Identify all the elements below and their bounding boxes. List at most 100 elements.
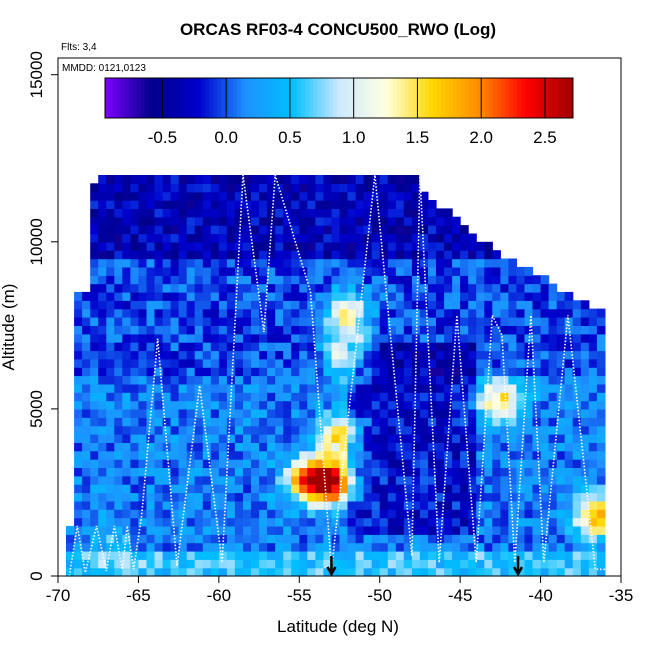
heatmap-cell — [371, 534, 381, 544]
heatmap-cell — [259, 266, 268, 276]
heatmap-cell — [395, 342, 405, 352]
heatmap-cell — [540, 425, 550, 435]
heatmap-cell — [299, 517, 308, 527]
heatmap-cell — [218, 225, 228, 235]
heatmap-cell — [299, 450, 308, 460]
heatmap-cell — [122, 317, 131, 326]
heatmap-cell — [210, 509, 220, 519]
heatmap-cell — [516, 550, 525, 560]
heatmap-cell — [162, 517, 172, 527]
heatmap-cell — [114, 492, 123, 502]
heatmap-cell — [243, 550, 252, 560]
heatmap-cell — [146, 258, 156, 268]
heatmap-cell — [492, 450, 501, 460]
heatmap-cell — [130, 175, 139, 184]
heatmap-cell — [379, 375, 389, 385]
heatmap-cell — [291, 375, 300, 385]
heatmap-cell — [484, 400, 493, 410]
heatmap-cell — [363, 291, 373, 301]
heatmap-cell — [130, 191, 139, 201]
heatmap-cell — [395, 317, 405, 326]
heatmap-cell — [444, 367, 453, 377]
heatmap-cell — [395, 216, 405, 226]
heatmap-cell — [291, 358, 300, 368]
heatmap-cell — [186, 425, 196, 435]
heatmap-cell — [387, 266, 397, 276]
heatmap-cell — [331, 191, 341, 201]
heatmap-cell — [444, 400, 453, 410]
heatmap-cell — [315, 258, 324, 268]
heatmap-cell — [508, 417, 517, 427]
heatmap-cell — [291, 559, 300, 569]
colorbar-segment — [409, 78, 414, 118]
heatmap-cell — [339, 442, 349, 452]
heatmap-cell — [234, 350, 244, 360]
heatmap-cell — [347, 225, 357, 235]
heatmap-cell — [90, 250, 99, 260]
heatmap-cell — [178, 275, 188, 285]
heatmap-cell — [596, 550, 606, 560]
heatmap-cell — [194, 459, 204, 468]
heatmap-cell — [508, 484, 517, 494]
heatmap-cell — [251, 358, 260, 368]
x-tick-label: -65 — [126, 586, 151, 605]
heatmap-cell — [218, 475, 228, 485]
heatmap-cell — [146, 208, 156, 218]
heatmap-cell — [130, 400, 139, 410]
heatmap-cell — [596, 308, 606, 318]
heatmap-cell — [114, 367, 123, 377]
heatmap-cell — [580, 559, 590, 569]
heatmap-cell — [146, 525, 156, 535]
heatmap-cell — [138, 225, 147, 235]
heatmap-cell — [210, 308, 220, 318]
heatmap-cell — [178, 400, 188, 410]
heatmap-cell — [572, 492, 582, 502]
heatmap-cell — [419, 492, 429, 502]
heatmap-cell — [564, 425, 574, 435]
heatmap-cell — [82, 342, 91, 352]
heatmap-cell — [74, 492, 83, 502]
heatmap-cell — [170, 283, 180, 293]
heatmap-cell — [114, 308, 123, 318]
heatmap-cell — [194, 283, 204, 293]
heatmap-cell — [138, 509, 147, 519]
heatmap-cell — [323, 350, 332, 360]
heatmap-cell — [130, 183, 139, 193]
heatmap-cell — [122, 408, 131, 418]
heatmap-cell — [186, 342, 196, 352]
heatmap-cell — [524, 392, 534, 402]
heatmap-cell — [508, 325, 517, 335]
heatmap-cell — [194, 542, 204, 552]
heatmap-cell — [226, 225, 236, 235]
heatmap-cell — [548, 325, 558, 335]
heatmap-cell — [556, 342, 566, 352]
heatmap-cell — [106, 333, 115, 343]
heatmap-cell — [315, 559, 324, 569]
heatmap-cell — [307, 525, 316, 535]
heatmap-cell — [524, 542, 534, 552]
heatmap-cell — [130, 367, 139, 377]
heatmap-cell — [267, 375, 276, 385]
heatmap-cell — [243, 450, 252, 460]
heatmap-cell — [411, 509, 421, 519]
heatmap-cell — [347, 266, 357, 276]
heatmap-cell — [130, 475, 139, 485]
heatmap-cell — [387, 283, 397, 293]
heatmap-cell — [122, 500, 131, 510]
heatmap-cell — [106, 425, 115, 435]
heatmap-cell — [339, 241, 349, 251]
heatmap-cell — [532, 283, 542, 293]
heatmap-cell — [194, 308, 204, 318]
heatmap-cell — [283, 241, 292, 251]
heatmap-cell — [500, 283, 509, 293]
heatmap-cell — [234, 550, 244, 560]
colorbar-segment — [357, 78, 362, 118]
heatmap-cell — [202, 216, 212, 226]
heatmap-cell — [500, 517, 509, 527]
heatmap-cell — [331, 283, 341, 293]
heatmap-cell — [347, 459, 357, 468]
heatmap-cell — [379, 350, 389, 360]
heatmap-cell — [363, 400, 373, 410]
heatmap-cell — [339, 534, 349, 544]
heatmap-cell — [251, 175, 260, 184]
